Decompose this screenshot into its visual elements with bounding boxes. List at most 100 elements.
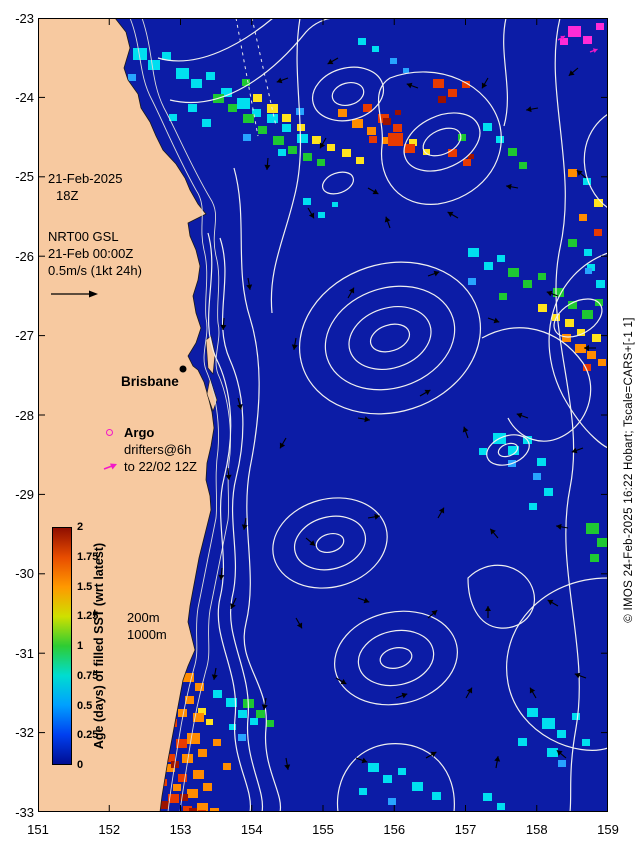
sst-age-patch <box>169 114 177 121</box>
sst-age-patch <box>338 109 347 117</box>
sst-age-patch <box>382 137 390 144</box>
y-tick-label: -25 <box>15 169 34 185</box>
sst-age-patch <box>193 770 204 779</box>
sst-age-patch <box>266 720 274 727</box>
sst-age-patch <box>372 46 379 52</box>
sst-age-patch <box>562 334 571 342</box>
current-vector-icon <box>319 137 327 149</box>
sst-age-patch <box>388 798 396 805</box>
gsl-contour <box>157 18 274 62</box>
sst-age-patch <box>198 749 207 757</box>
sst-age-patch <box>496 136 504 143</box>
sst-age-patch <box>544 488 553 496</box>
sst-age-patch <box>273 136 284 145</box>
sst-age-patch <box>198 708 206 715</box>
y-tick-label: -28 <box>15 407 34 423</box>
sst-age-patch <box>468 154 474 159</box>
sst-age-patch <box>282 124 291 132</box>
current-vector-icon <box>264 157 271 171</box>
x-tick-label: 156 <box>383 822 406 837</box>
current-vector-icon <box>218 567 225 581</box>
gsl-title: NRT00 GSL <box>48 229 119 244</box>
gsl-contour <box>336 743 455 812</box>
isobath-legend: 200m 1000m <box>127 609 167 643</box>
sst-age-patch <box>228 104 237 112</box>
sst-age-patch <box>223 763 231 770</box>
x-tick-label: 151 <box>27 822 49 837</box>
sst-age-patch <box>288 146 297 154</box>
current-vector-icon <box>261 697 268 710</box>
current-vector-icon <box>225 467 232 481</box>
velocity-scale-arrow-icon <box>51 290 98 298</box>
sst-age-patch <box>202 119 211 127</box>
map-canvas <box>38 18 608 812</box>
sst-age-patch <box>433 79 444 88</box>
sst-age-patch <box>594 229 602 236</box>
gsl-contour-eddy <box>553 298 603 338</box>
sst-age-patch <box>597 538 608 547</box>
isobath-1000m-label: 1000m <box>127 627 167 642</box>
colorbar <box>52 527 72 765</box>
sst-age-patch <box>458 134 466 141</box>
gsl-contour-eddy <box>403 112 481 172</box>
sst-age-patch <box>183 673 194 682</box>
sst-age-patch <box>229 724 236 730</box>
sst-age-patch <box>213 690 222 698</box>
x-tick-label: 159 <box>597 822 619 837</box>
gsl-contour <box>554 18 580 812</box>
y-tick-label: -23 <box>15 10 34 26</box>
drifter-vector-icon <box>589 48 598 53</box>
sst-age-patch <box>327 144 335 151</box>
sst-age-patch <box>252 109 261 117</box>
sst-age-patch <box>404 144 415 153</box>
gsl-contour <box>506 577 608 751</box>
timestamp-date: 21-Feb-2025 <box>48 171 123 186</box>
sst-age-patch <box>579 214 587 221</box>
current-vector-icon <box>384 216 391 229</box>
sst-age-patch <box>342 149 351 157</box>
current-vector-icon <box>419 389 431 397</box>
sst-age-patch <box>432 792 441 800</box>
sst-age-patch <box>484 262 493 270</box>
y-tick-label: -31 <box>15 645 34 661</box>
gsl-contour <box>503 18 508 127</box>
colorbar-tick-label: 0.5 <box>77 699 93 712</box>
sst-age-patch <box>367 127 376 135</box>
sst-age-patch <box>180 794 188 801</box>
gsl-time: 21-Feb 00:00Z <box>48 246 134 261</box>
sst-age-patch <box>533 473 541 480</box>
sst-age-patch <box>242 79 250 86</box>
timestamp-hour: 18Z <box>56 188 79 203</box>
sst-age-patch <box>583 364 591 371</box>
y-tick-label: -32 <box>15 725 34 741</box>
sst-age-patch <box>253 94 262 102</box>
sst-age-patch <box>577 329 585 336</box>
y-tick-label: -26 <box>15 248 34 264</box>
sst-age-patch <box>575 344 586 353</box>
sst-age-patch <box>409 139 417 146</box>
city-label: Brisbane <box>121 374 179 389</box>
sst-age-patch <box>166 754 175 762</box>
current-vector-icon <box>427 609 438 619</box>
sst-age-patch <box>508 446 519 455</box>
y-tick-label: -30 <box>15 566 34 582</box>
x-tick-label: 152 <box>98 822 121 837</box>
sst-age-patch <box>582 739 590 746</box>
sst-age-patch <box>297 124 305 131</box>
gsl-contour <box>481 327 592 442</box>
sst-age-patch <box>598 359 606 366</box>
current-vector-icon <box>465 687 473 699</box>
sst-age-patch <box>368 763 379 772</box>
gsl-contour-eddy <box>293 515 367 571</box>
sst-age-patch <box>596 23 604 30</box>
drifters-until-label: to 22/02 12Z <box>124 459 197 474</box>
sst-age-patch <box>568 301 577 309</box>
sst-age-patch <box>508 268 519 277</box>
current-vector-icon <box>307 207 315 219</box>
argo-legend: Argo drifters@6h to 22/02 12Z <box>103 424 197 475</box>
current-vector-icon <box>556 523 569 530</box>
gsl-contour-eddy <box>324 285 456 391</box>
colorbar-tick-label: 1.5 <box>77 580 93 593</box>
current-vector-icon <box>406 82 419 89</box>
sst-age-patch <box>565 319 574 327</box>
